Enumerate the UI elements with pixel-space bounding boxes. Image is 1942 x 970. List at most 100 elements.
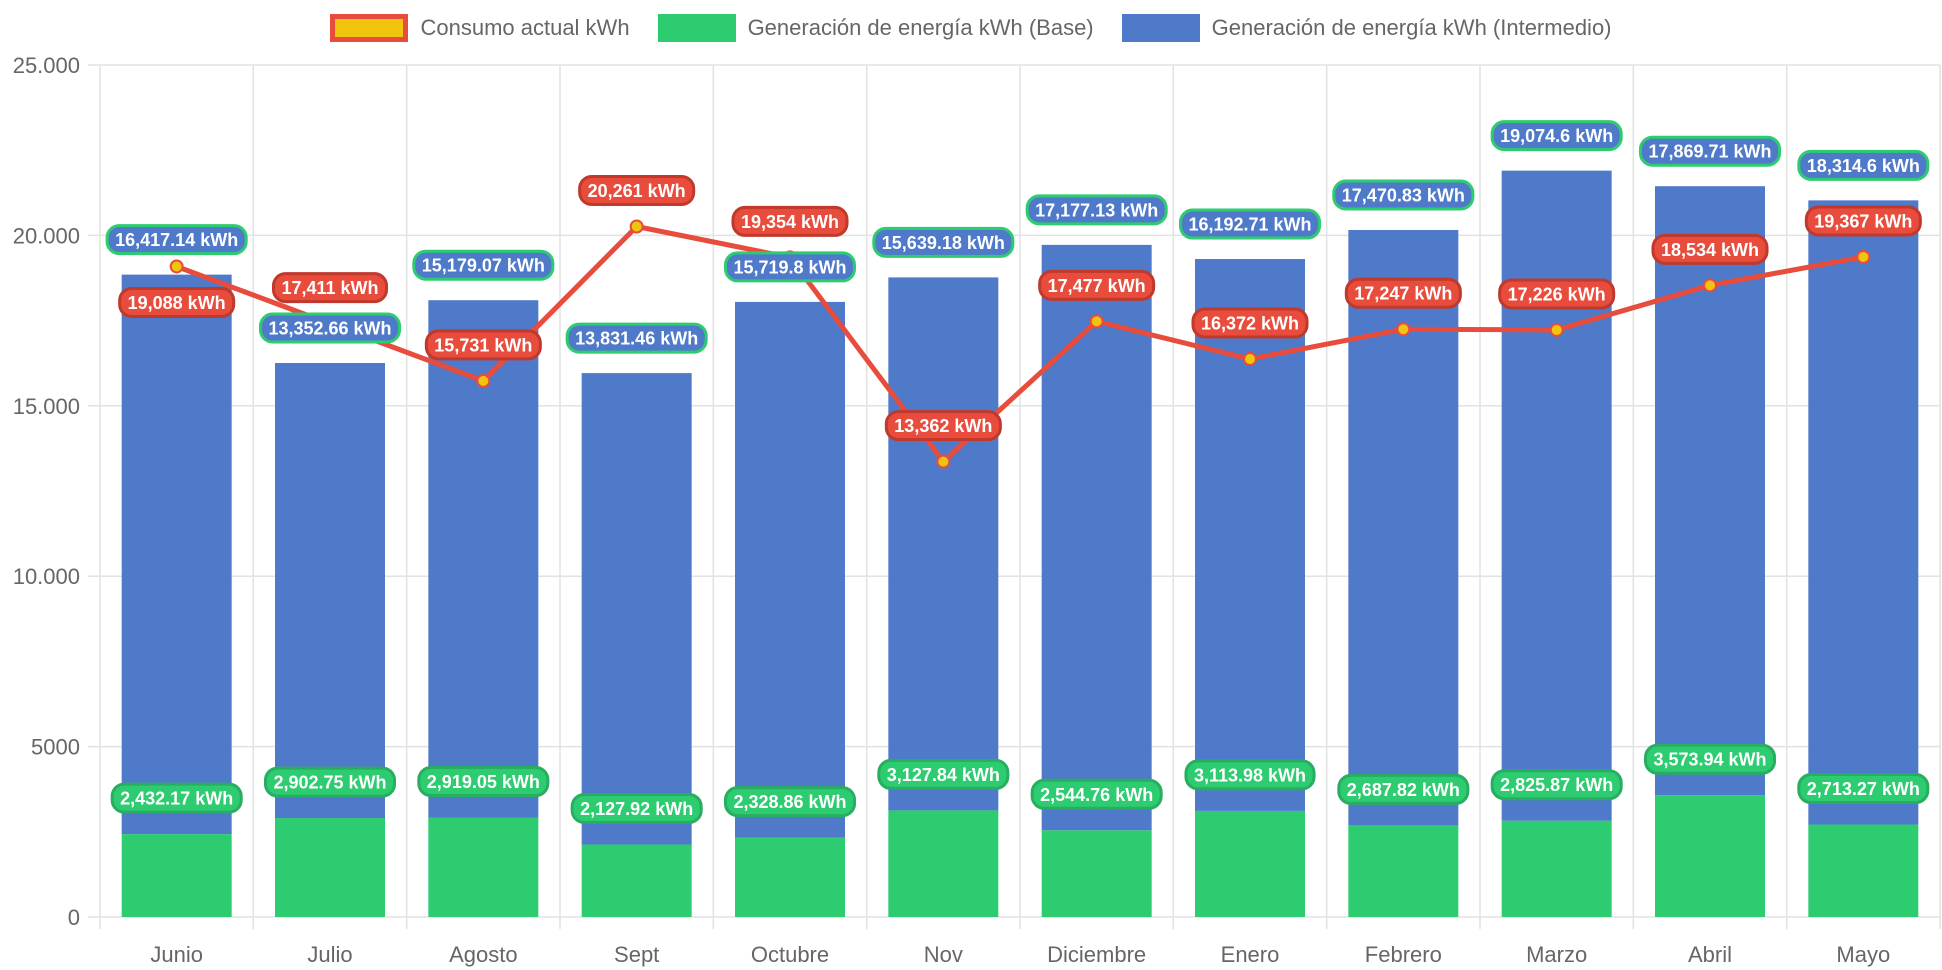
x-tick-label: Nov	[924, 942, 963, 967]
data-label-box	[1651, 233, 1769, 265]
data-label-text: 17,477 kWh	[1048, 276, 1146, 296]
legend-item[interactable]: Consumo actual kWh	[330, 14, 630, 42]
legend-item[interactable]: Generación de energía kWh (Base)	[657, 14, 1094, 42]
bar-base	[275, 818, 385, 917]
bar-intermedio	[275, 363, 385, 819]
data-label-box	[723, 786, 857, 818]
data-label-text: 19,354 kWh	[741, 212, 839, 232]
consumption-line	[175, 224, 1864, 465]
bar-intermedio	[1808, 200, 1919, 825]
y-tick-label: 5000	[31, 735, 80, 760]
data-label-text: 17,177.13 kWh	[1035, 200, 1158, 220]
consumption-point	[1856, 249, 1871, 264]
data-label-text: 18,534 kWh	[1661, 240, 1759, 260]
bar-intermedio	[1501, 170, 1612, 821]
data-label-text: 16,192.71 kWh	[1188, 215, 1311, 235]
consumption-point	[1243, 352, 1257, 367]
consumption-label: 19,367 kWh	[1804, 205, 1922, 237]
data-label-text: 15,179.07 kWh	[422, 256, 545, 276]
data-label-text: 2,713.27 kWh	[1807, 779, 1920, 799]
data-label-text: 15,639.18 kWh	[882, 233, 1005, 253]
data-label-text: 17,869.71 kWh	[1648, 142, 1771, 162]
consumption-point	[476, 373, 491, 388]
x-tick-label: Mayo	[1836, 942, 1890, 967]
x-tick-label: Octubre	[751, 942, 829, 967]
y-tick-label: 10.000	[13, 564, 80, 589]
data-label-box	[1797, 773, 1930, 805]
data-label-box	[731, 205, 849, 237]
legend-swatch	[1121, 14, 1200, 42]
legend-swatch	[657, 14, 736, 42]
consumption-label: 18,534 kWh	[1651, 233, 1769, 265]
data-label-text: 13,352.66 kWh	[268, 319, 391, 339]
data-label-text: 20,261 kWh	[588, 181, 686, 201]
data-label-box	[1797, 149, 1930, 181]
bar-base	[121, 834, 232, 917]
data-label-box	[884, 410, 1002, 442]
data-label-text: 17,226 kWh	[1508, 284, 1606, 304]
bar-intermedio	[581, 373, 692, 845]
data-label-text: 3,113.98 kWh	[1194, 765, 1306, 785]
intermedio-label: 17,869.71 kWh	[1638, 135, 1782, 167]
bar-base	[1655, 795, 1765, 917]
consumption-point	[169, 259, 184, 274]
bar-intermedio	[735, 301, 845, 838]
consumption-label: 16,372 kWh	[1191, 307, 1309, 339]
data-label-box	[1337, 773, 1470, 805]
data-label-text: 2,825.87 kWh	[1500, 775, 1613, 795]
x-tick-label: Sept	[614, 942, 659, 967]
legend-label: Generación de energía kWh (Intermedio)	[1211, 15, 1612, 40]
data-label-box	[565, 322, 708, 354]
legend-item[interactable]: Generación de energía kWh (Intermedio)	[1121, 14, 1612, 42]
x-tick-label: Diciembre	[1047, 942, 1146, 967]
intermedio-label: 13,831.46 kWh	[565, 322, 708, 354]
data-label-text: 2,432.17 kWh	[120, 789, 233, 809]
base-label: 2,544.76 kWh	[1030, 778, 1163, 810]
consumption-point	[1703, 278, 1717, 293]
bar-base	[581, 844, 692, 917]
consumption-point	[1549, 322, 1564, 337]
intermedio-label: 15,719.8 kWh	[723, 251, 857, 283]
consumption-label: 15,731 kWh	[424, 329, 542, 361]
data-label-box	[1498, 278, 1616, 310]
bar-base	[1195, 810, 1305, 917]
y-tick-label: 25.000	[13, 53, 80, 78]
data-label-box	[1490, 120, 1623, 152]
data-label-text: 15,731 kWh	[434, 335, 532, 355]
data-label-box	[578, 175, 696, 207]
bar-base	[1808, 824, 1919, 917]
intermedio-label: 15,639.18 kWh	[872, 226, 1015, 258]
bar-base	[1041, 830, 1152, 917]
y-tick-label: 0	[68, 905, 80, 930]
base-label: 2,687.82 kWh	[1337, 773, 1470, 805]
base-label: 2,127.92 kWh	[570, 792, 703, 824]
data-label-box	[1191, 307, 1309, 339]
data-label-text: 13,831.46 kWh	[575, 329, 698, 349]
x-tick-label: Agosto	[449, 942, 518, 967]
data-label-text: 17,247 kWh	[1354, 284, 1452, 304]
intermedio-label: 15,179.07 kWh	[412, 249, 555, 281]
data-label-box	[1344, 277, 1462, 309]
consumption-label: 13,362 kWh	[884, 410, 1002, 442]
data-label-box	[118, 286, 236, 318]
data-label-text: 3,127.84 kWh	[887, 765, 1000, 785]
data-label-text: 13,362 kWh	[894, 416, 992, 436]
bar-intermedio	[121, 274, 232, 835]
bar-base	[1348, 825, 1459, 917]
data-label-box	[1038, 269, 1156, 301]
intermedio-label: 17,470.83 kWh	[1332, 179, 1475, 211]
data-label-box	[105, 224, 248, 256]
bar-base	[888, 810, 999, 917]
base-label: 2,825.87 kWh	[1490, 769, 1623, 801]
bar-base	[735, 837, 845, 917]
data-label-box	[1638, 135, 1782, 167]
base-label: 2,432.17 kWh	[110, 782, 243, 814]
base-label: 2,328.86 kWh	[723, 786, 857, 818]
consumption-label: 19,088 kWh	[118, 286, 236, 318]
base-label: 2,902.75 kWh	[263, 766, 397, 798]
data-label-text: 2,687.82 kWh	[1347, 780, 1460, 800]
legend-swatch	[330, 14, 409, 42]
data-label-text: 2,127.92 kWh	[580, 799, 693, 819]
intermedio-label: 16,192.71 kWh	[1178, 208, 1322, 240]
base-label: 3,127.84 kWh	[877, 758, 1010, 790]
